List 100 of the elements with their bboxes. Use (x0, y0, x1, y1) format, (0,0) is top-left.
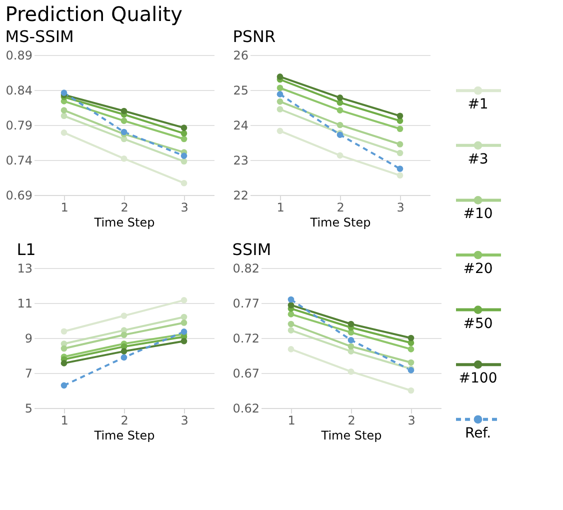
y-tick-label: 7 (24, 366, 32, 380)
x-axis-title: Time Step (93, 428, 155, 442)
chart-title: L1 (16, 240, 36, 259)
point (180, 180, 188, 186)
y-tick-label: 0.84 (6, 84, 32, 98)
point (288, 302, 294, 308)
y-tick-label: 0.77 (232, 296, 260, 310)
point (60, 130, 68, 136)
y-tick-label: 0.72 (232, 332, 260, 346)
point (336, 107, 344, 114)
point (336, 122, 344, 128)
point (120, 108, 128, 114)
point (396, 172, 404, 179)
point (276, 98, 284, 105)
point (336, 94, 344, 101)
point (288, 311, 294, 318)
x-tick-label: 1 (288, 414, 296, 428)
point (180, 338, 188, 344)
x-tick-label: 2 (120, 414, 128, 428)
point (120, 332, 128, 338)
point (60, 345, 68, 352)
x-tick-label: 3 (396, 200, 404, 214)
y-tick-label: 0.69 (6, 188, 32, 202)
point (408, 346, 414, 352)
point (276, 106, 284, 112)
point (60, 107, 68, 114)
legend-label: #20 (463, 261, 493, 277)
point (336, 152, 344, 159)
legend-label: #3 (468, 151, 488, 168)
y-tick-label: 0.82 (232, 262, 260, 276)
legend-label: #1 (468, 96, 488, 113)
point (180, 124, 188, 131)
point (408, 387, 414, 394)
legend-label: #10 (463, 206, 493, 222)
point (408, 359, 414, 366)
point (276, 91, 284, 98)
x-tick-label: 1 (60, 414, 68, 428)
x-tick-label: 3 (180, 200, 188, 214)
x-tick-label: 2 (348, 414, 356, 428)
legend-label: Ref. (464, 425, 492, 442)
y-tick-label: 0.62 (232, 402, 260, 416)
point (180, 328, 188, 335)
point (276, 74, 284, 80)
point (288, 327, 294, 334)
point (396, 166, 404, 172)
x-tick-label: 3 (180, 414, 188, 428)
y-tick-label: 11 (17, 296, 32, 310)
point (396, 141, 404, 148)
point (180, 314, 188, 320)
point (348, 368, 354, 375)
point (408, 334, 414, 342)
text: Prediction Quality (5, 2, 183, 26)
y-tick-label: 24 (233, 118, 248, 132)
point (60, 112, 68, 120)
point (288, 320, 294, 328)
y-tick-label: 25 (233, 84, 248, 98)
point (348, 336, 354, 344)
point (120, 118, 128, 124)
y-tick-label: 9 (24, 332, 32, 346)
point (60, 90, 68, 96)
point (396, 126, 404, 132)
x-tick-label: 2 (120, 200, 128, 214)
x-axis-title: Time Step (93, 216, 155, 230)
point (60, 328, 68, 335)
y-tick-label: 5 (24, 402, 32, 416)
y-tick-label: 0.67 (232, 366, 260, 380)
x-tick-label: 1 (276, 200, 284, 214)
y-tick-label: 0.89 (6, 48, 32, 62)
point (180, 297, 188, 304)
point (120, 312, 128, 319)
legend-label: #50 (463, 316, 493, 332)
chart-title: SSIM (232, 240, 272, 259)
x-axis-title: Time Step (320, 428, 382, 442)
point (60, 382, 68, 389)
y-tick-label: 13 (17, 262, 32, 276)
y-tick-label: 0.74 (6, 154, 32, 168)
point (120, 354, 128, 361)
point (288, 296, 294, 303)
y-tick-label: 23 (233, 154, 248, 168)
legend-label: #100 (458, 370, 498, 387)
y-tick-label: 26 (233, 48, 248, 62)
point (120, 348, 128, 354)
x-tick-label: 2 (336, 200, 344, 214)
point (288, 346, 294, 352)
point (396, 112, 404, 120)
point (180, 130, 188, 137)
point (180, 136, 188, 142)
chart-title: PSNR (232, 27, 276, 46)
chart-title: MS-SSIM (5, 27, 74, 46)
point (120, 155, 128, 162)
point (348, 343, 354, 350)
point (180, 158, 188, 165)
point (276, 128, 284, 134)
point (276, 84, 284, 92)
x-tick-label: 3 (408, 414, 416, 428)
point (348, 320, 354, 328)
point (180, 152, 188, 159)
point (180, 320, 188, 326)
x-tick-label: 1 (60, 200, 68, 214)
x-axis-title: Time Step (309, 216, 371, 230)
